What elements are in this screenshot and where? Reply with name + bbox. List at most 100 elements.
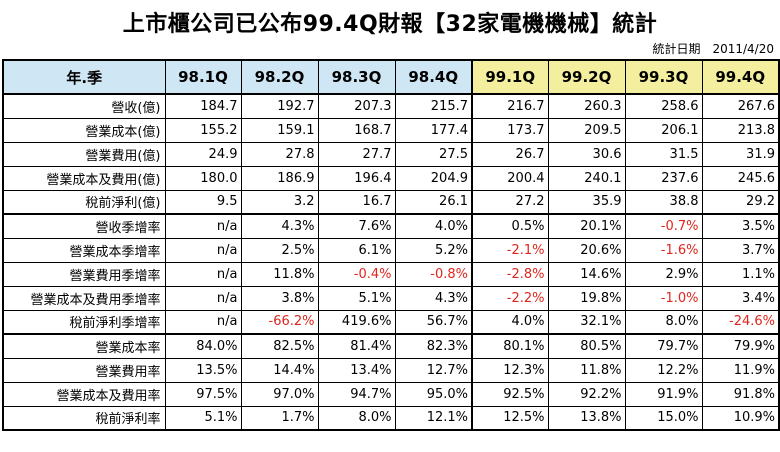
table-cell: 8.0% [624, 309, 703, 335]
table-cell: -2.1% [471, 237, 549, 263]
table-cell: 20.6% [547, 237, 626, 263]
table-cell: n/a [164, 261, 242, 287]
table-cell: 1.1% [701, 261, 780, 287]
table-cell: 1.7% [240, 405, 319, 431]
table-cell: 56.7% [394, 309, 473, 335]
table-cell: 5.1% [317, 285, 396, 311]
row-label: 營業成本季增率 [2, 237, 166, 263]
table-cell: 12.1% [394, 405, 473, 431]
table-cell: 91.8% [701, 381, 780, 407]
table-cell: 2.5% [240, 237, 319, 263]
table-cell: 15.0% [624, 405, 703, 431]
table-cell: -2.2% [471, 285, 549, 311]
table-cell: 245.6 [701, 165, 780, 191]
table-cell: -1.0% [624, 285, 703, 311]
table-cell: 196.4 [317, 165, 396, 191]
table-cell: 0.5% [471, 213, 549, 239]
table-cell: 79.7% [624, 333, 703, 359]
report-title: 上市櫃公司已公布99.4Q財報【32家電機機械】統計 [122, 12, 658, 37]
table-cell: n/a [164, 285, 242, 311]
table-cell: 24.9 [164, 141, 242, 167]
table-cell: 92.5% [471, 381, 549, 407]
table-cell: 4.0% [394, 213, 473, 239]
table-row: 營業成本(億) 155.2 159.1 168.7 177.4 173.7 209.5 206… [2, 117, 780, 143]
table-row: 營收季增率 n/a 4.3% 7.6% 4.0% 0.5% 20.1% -0.7% 3.5% [2, 213, 780, 239]
table-cell: 155.2 [164, 117, 242, 143]
table-cell: 82.5% [240, 333, 319, 359]
table-cell: -24.6% [701, 309, 780, 335]
table-cell: 14.4% [240, 357, 319, 383]
table-cell: 20.1% [547, 213, 626, 239]
table-cell: 206.1 [624, 117, 703, 143]
table-row: 稅前淨利(億) 9.5 3.2 16.7 26.1 27.2 35.9 38.8 29.2 [2, 189, 780, 215]
table-cell: 14.6% [547, 261, 626, 287]
table-cell: 4.3% [240, 213, 319, 239]
table-cell: 237.6 [624, 165, 703, 191]
table-cell: 84.0% [164, 333, 242, 359]
table-cell: 186.9 [240, 165, 319, 191]
table-cell: 184.7 [164, 93, 242, 119]
table-cell: 180.0 [164, 165, 242, 191]
header-row: 年.季 98.1Q 98.2Q 98.3Q 98.4Q 99.1Q 99.2Q 99.3Q 99… [2, 59, 780, 95]
row-label: 營收季增率 [2, 213, 166, 239]
table-cell: 12.3% [471, 357, 549, 383]
row-label: 營業成本率 [2, 333, 166, 359]
table-cell: 91.9% [624, 381, 703, 407]
table-cell: 260.3 [547, 93, 626, 119]
table-row: 營收(億) 184.7 192.7 207.3 215.7 216.7 260.3 258.6… [2, 93, 780, 119]
table-row: 營業費用(億) 24.9 27.8 27.7 27.5 26.7 30.6 31.5 31.9 [2, 141, 780, 167]
table-cell: 30.6 [547, 141, 626, 167]
table-cell: 27.8 [240, 141, 319, 167]
financial-stats-table: 年.季 98.1Q 98.2Q 98.3Q 98.4Q 99.1Q 99.2Q 99.3Q 99… [2, 59, 780, 431]
table-cell: 80.1% [471, 333, 549, 359]
table-cell: 4.0% [471, 309, 549, 335]
table-row: 營業費用季增率 n/a 11.8% -0.4% -0.8% -2.8% 14.6% 2.9% 1… [2, 261, 780, 287]
table-cell: 79.9% [701, 333, 780, 359]
row-label: 稅前淨利季增率 [2, 309, 166, 335]
column-header: 98.4Q [394, 59, 473, 95]
table-cell: 207.3 [317, 93, 396, 119]
table-cell: 7.6% [317, 213, 396, 239]
table-cell: 267.6 [701, 93, 780, 119]
table-cell: 4.3% [394, 285, 473, 311]
row-label: 營業成本及費用(億) [2, 165, 166, 191]
column-header: 99.2Q [547, 59, 626, 95]
row-label: 營業成本及費用率 [2, 381, 166, 407]
table-cell: 94.7% [317, 381, 396, 407]
table-cell: 12.7% [394, 357, 473, 383]
table-cell: 173.7 [471, 117, 549, 143]
table-cell: 29.2 [701, 189, 780, 215]
table-cell: 11.8% [547, 357, 626, 383]
row-label: 稅前淨利率 [2, 405, 166, 431]
table-cell: 3.8% [240, 285, 319, 311]
table-cell: 3.4% [701, 285, 780, 311]
table-cell: 215.7 [394, 93, 473, 119]
table-cell: 159.1 [240, 117, 319, 143]
table-cell: 10.9% [701, 405, 780, 431]
row-label: 營業成本(億) [2, 117, 166, 143]
table-cell: 2.9% [624, 261, 703, 287]
column-header: 98.3Q [317, 59, 396, 95]
table-cell: -0.8% [394, 261, 473, 287]
table-cell: 26.7 [471, 141, 549, 167]
table-row: 營業費用率 13.5% 14.4% 13.4% 12.7% 12.3% 11.8% 12.2%… [2, 357, 780, 383]
table-cell: 80.5% [547, 333, 626, 359]
table-cell: n/a [164, 237, 242, 263]
row-label: 營業費用率 [2, 357, 166, 383]
table-cell: 204.9 [394, 165, 473, 191]
table-cell: 35.9 [547, 189, 626, 215]
table-row: 營業成本及費用率 97.5% 97.0% 94.7% 95.0% 92.5% 92.2% 91… [2, 381, 780, 407]
table-cell: 31.5 [624, 141, 703, 167]
table-cell: 258.6 [624, 93, 703, 119]
table-cell: 216.7 [471, 93, 549, 119]
table-cell: -0.7% [624, 213, 703, 239]
row-label: 營收(億) [2, 93, 166, 119]
table-cell: 13.4% [317, 357, 396, 383]
row-label: 營業費用季增率 [2, 261, 166, 287]
table-cell: 31.9 [701, 141, 780, 167]
row-label: 稅前淨利(億) [2, 189, 166, 215]
table-cell: 213.8 [701, 117, 780, 143]
stat-date: 統計日期 2011/4/20 [652, 42, 774, 56]
table-cell: 3.7% [701, 237, 780, 263]
row-label: 營業成本及費用季增率 [2, 285, 166, 311]
